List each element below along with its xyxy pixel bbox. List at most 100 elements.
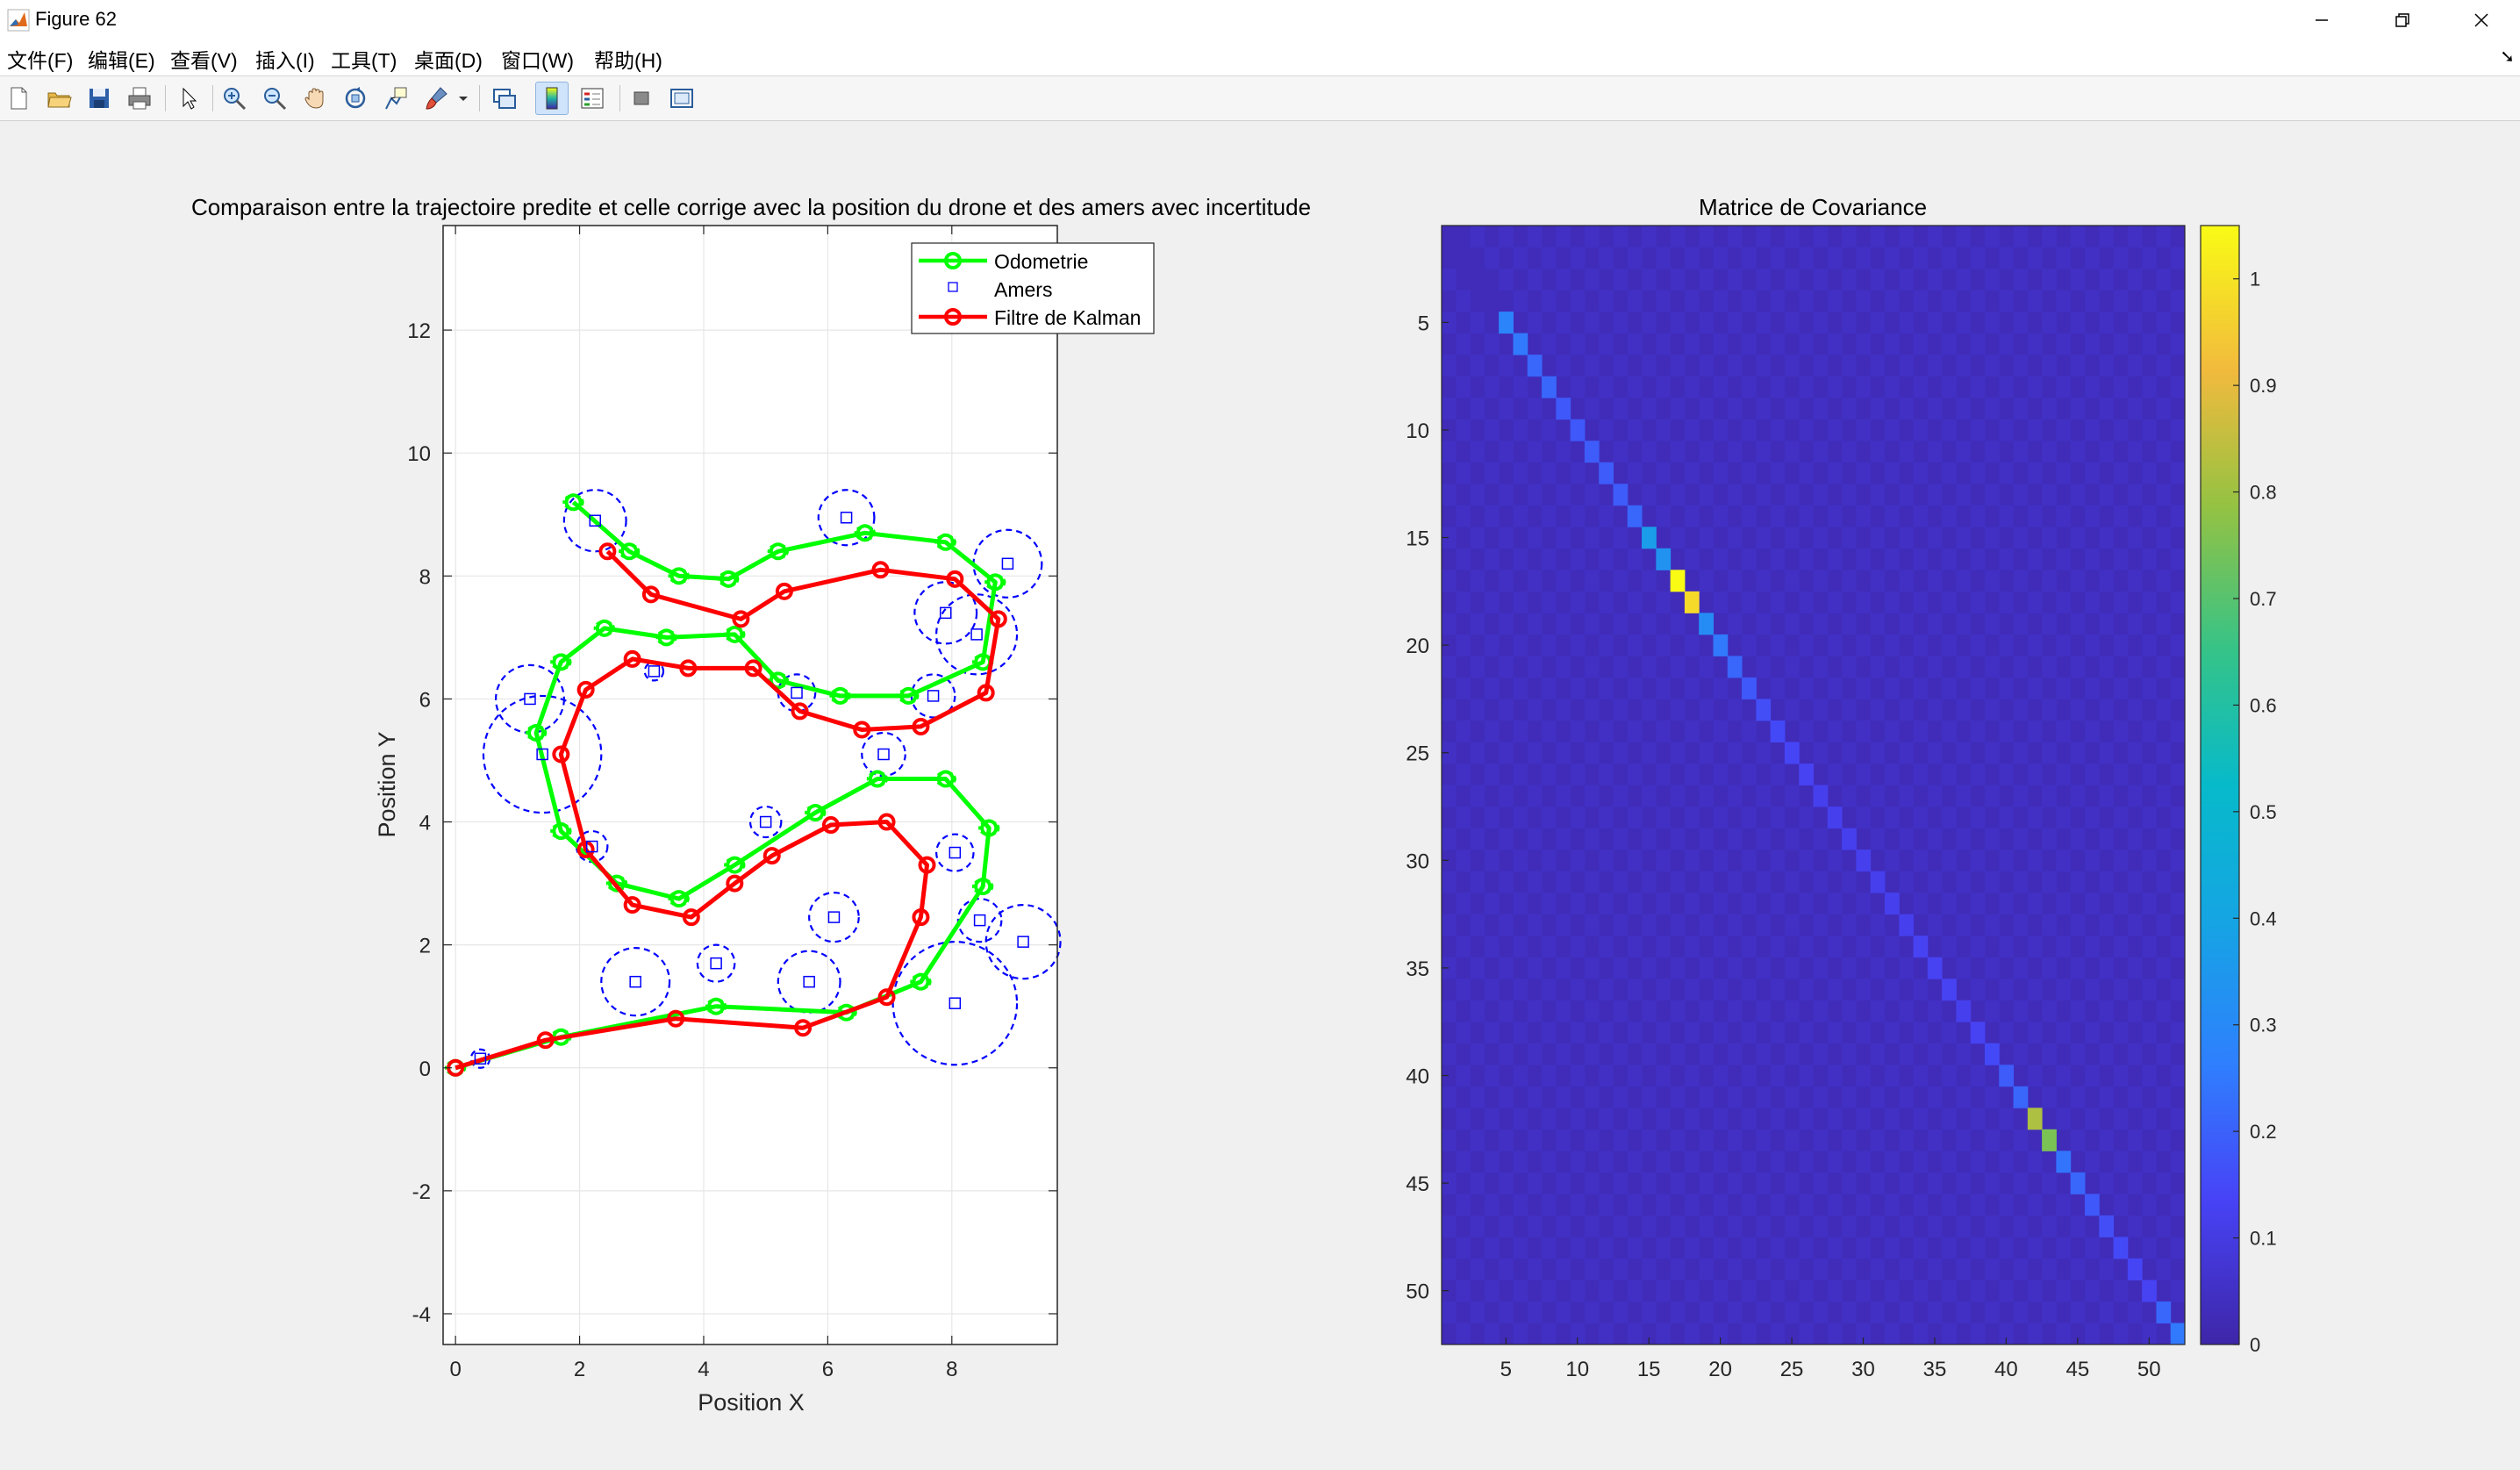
heatmap-cell	[1984, 269, 2000, 291]
heatmap-cell	[2042, 914, 2057, 936]
trajectory-legend[interactable]: Odometrie Amers Filtre de Kalman	[911, 242, 1155, 334]
menu-desktop[interactable]: 桌面(D)	[414, 49, 483, 72]
heatmap-cell	[1799, 419, 1814, 441]
menu-window[interactable]: 窗口(W)	[501, 49, 575, 72]
link-plot-icon[interactable]	[488, 82, 521, 115]
rotate-3d-icon[interactable]	[339, 82, 372, 115]
brush-dropdown-icon[interactable]	[455, 82, 472, 115]
new-figure-icon[interactable]	[2, 82, 35, 115]
heatmap-cell	[1970, 1108, 1986, 1130]
heatmap-cell	[1513, 376, 1528, 398]
menu-file[interactable]: 文件(F)	[7, 49, 74, 72]
heatmap-cell	[1656, 247, 1672, 269]
heatmap-cell	[1642, 269, 1657, 291]
heatmap-cell	[2042, 828, 2057, 850]
heatmap-cell	[1599, 290, 1614, 312]
legend-marker-amers	[948, 282, 958, 292]
heatmap-cell	[2027, 419, 2043, 441]
heatmap-cell	[1842, 914, 1857, 936]
odometry-point	[527, 723, 546, 742]
menu-view[interactable]: 查看(V)	[170, 49, 238, 72]
heatmap-cell	[2070, 1258, 2086, 1280]
heatmap-cell	[1942, 1151, 1957, 1173]
heatmap-cell	[1984, 398, 2000, 420]
heatmap-cell	[1584, 1043, 1600, 1065]
menu-tools[interactable]: 工具(T)	[331, 49, 397, 72]
legend-icon[interactable]	[576, 82, 609, 115]
heatmap-y-tick-label: 45	[1406, 1172, 1429, 1196]
close-button[interactable]	[2443, 0, 2520, 40]
heatmap-cell	[1756, 656, 1772, 678]
heatmap-cell	[2013, 1129, 2029, 1151]
heatmap-cell	[1870, 312, 1886, 334]
heatmap-cell	[1699, 269, 1714, 291]
heatmap-cell	[1999, 850, 2015, 872]
heatmap-cell	[1542, 1108, 1557, 1130]
dock-arrow-icon[interactable]: ➘	[2500, 47, 2515, 67]
heatmap-cell	[1999, 634, 2015, 656]
heatmap-cell	[2056, 591, 2072, 613]
kalman-point	[536, 1031, 555, 1050]
colorbar-icon[interactable]	[535, 82, 569, 115]
heatmap-diagonal-cell	[1770, 720, 1786, 742]
open-file-icon[interactable]	[42, 82, 75, 115]
heatmap-cell	[2084, 677, 2100, 699]
heatmap-cell	[1542, 1237, 1557, 1259]
data-cursor-icon[interactable]	[379, 82, 412, 115]
colorbar[interactable]	[2200, 225, 2240, 1345]
heatmap-cell	[1613, 1301, 1629, 1323]
x-tick-label: 4	[698, 1358, 709, 1381]
print-icon[interactable]	[123, 82, 156, 115]
heatmap-cell	[1613, 656, 1629, 678]
heatmap-cell	[1499, 269, 1514, 291]
hide-plot-tools-icon[interactable]	[625, 82, 658, 115]
heatmap-cell	[2142, 505, 2157, 527]
heatmap-cell	[1713, 1022, 1729, 1044]
heatmap-cell	[1470, 613, 1486, 635]
heatmap-cell	[2070, 1086, 2086, 1108]
kalman-point	[946, 570, 964, 588]
heatmap-cell	[1727, 1258, 1743, 1280]
heatmap-cell	[1684, 1323, 1700, 1345]
heatmap-cell	[1542, 720, 1557, 742]
heatmap-cell	[1842, 312, 1857, 334]
heatmap-cell	[1613, 1129, 1629, 1151]
heatmap-cell	[1927, 484, 1943, 506]
menu-help[interactable]: 帮助(H)	[594, 49, 662, 72]
zoom-in-icon[interactable]	[218, 82, 251, 115]
landmark-point	[589, 514, 601, 527]
heatmap-diagonal-cell	[1942, 979, 1957, 1001]
heatmap-cell	[1527, 871, 1543, 893]
heatmap-cell	[2127, 312, 2143, 334]
heatmap-cell	[1727, 785, 1743, 807]
pointer-icon[interactable]	[172, 82, 205, 115]
heatmap-cell	[1970, 1280, 1986, 1302]
show-plot-tools-icon[interactable]	[665, 82, 698, 115]
restore-button[interactable]	[2362, 0, 2443, 40]
heatmap-cell	[2142, 419, 2157, 441]
heatmap-cell	[1899, 1086, 1915, 1108]
save-icon[interactable]	[82, 82, 116, 115]
legend-marker-odometrie	[944, 252, 962, 269]
brush-icon[interactable]	[419, 82, 453, 115]
heatmap-cell	[2127, 699, 2143, 721]
heatmap-cell	[1913, 1280, 1929, 1302]
heatmap-cell	[2142, 979, 2157, 1001]
heatmap-cell	[1770, 979, 1786, 1001]
heatmap-cell	[1613, 1172, 1629, 1194]
heatmap-cell	[2113, 1065, 2129, 1087]
zoom-out-icon[interactable]	[258, 82, 291, 115]
menu-insert[interactable]: 插入(I)	[255, 49, 315, 72]
heatmap-cell	[1813, 1043, 1829, 1065]
minimize-button[interactable]	[2281, 0, 2362, 40]
heatmap-cell	[1627, 850, 1643, 872]
pan-icon[interactable]	[298, 82, 332, 115]
heatmap-cell	[1984, 742, 2000, 764]
heatmap-cell	[1942, 505, 1957, 527]
heatmap-cell	[1913, 419, 1929, 441]
heatmap-cell	[1670, 742, 1686, 764]
heatmap-cell	[2170, 333, 2186, 355]
heatmap-cell	[1599, 979, 1614, 1001]
heatmap-cell	[1527, 742, 1543, 764]
menu-edit[interactable]: 编辑(E)	[88, 49, 155, 72]
